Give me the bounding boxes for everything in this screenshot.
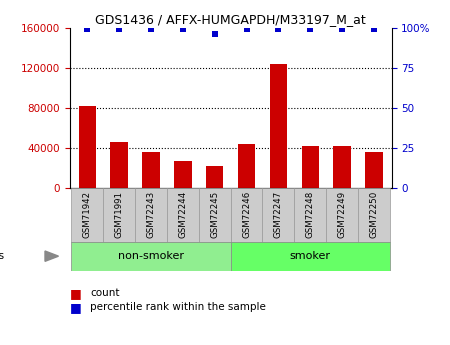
Text: GSM72246: GSM72246	[242, 191, 251, 238]
Bar	[270, 64, 287, 188]
Text: GSM71942: GSM71942	[83, 191, 92, 238]
Point	[306, 27, 314, 32]
Text: GSM72244: GSM72244	[178, 191, 187, 238]
Bar	[142, 152, 160, 188]
Bar	[103, 188, 135, 241]
Bar	[326, 188, 358, 241]
Text: GSM71991: GSM71991	[115, 191, 124, 238]
Point	[275, 27, 282, 32]
Bar	[110, 142, 128, 188]
Bar	[262, 188, 294, 241]
Bar	[302, 146, 319, 188]
Text: GSM72247: GSM72247	[274, 191, 283, 238]
Bar	[174, 161, 192, 188]
Text: ■: ■	[70, 287, 81, 300]
Text: percentile rank within the sample: percentile rank within the sample	[90, 302, 266, 312]
Point	[116, 27, 123, 32]
Text: GSM72249: GSM72249	[338, 191, 346, 238]
Polygon shape	[45, 251, 58, 262]
Bar	[206, 166, 224, 188]
Title: GDS1436 / AFFX-HUMGAPDH/M33197_M_at: GDS1436 / AFFX-HUMGAPDH/M33197_M_at	[95, 13, 366, 27]
Point	[179, 27, 186, 32]
Bar	[365, 152, 383, 188]
Bar	[230, 241, 390, 271]
Bar	[72, 241, 230, 271]
Bar	[135, 188, 167, 241]
Bar	[238, 144, 255, 188]
Text: stress: stress	[0, 251, 4, 261]
Bar	[230, 188, 262, 241]
Point	[148, 27, 155, 32]
Bar	[78, 106, 96, 188]
Bar	[358, 188, 390, 241]
Text: smoker: smoker	[290, 251, 331, 261]
Bar	[294, 188, 326, 241]
Point	[243, 27, 250, 32]
Text: ■: ■	[70, 300, 81, 314]
Point	[370, 27, 378, 32]
Point	[211, 31, 218, 37]
Point	[338, 27, 346, 32]
Text: GSM72245: GSM72245	[210, 191, 219, 238]
Bar	[333, 146, 351, 188]
Bar	[72, 188, 103, 241]
Bar	[199, 188, 230, 241]
Text: count: count	[90, 288, 120, 298]
Bar	[167, 188, 199, 241]
Text: GSM72243: GSM72243	[147, 191, 156, 238]
Text: GSM72248: GSM72248	[306, 191, 315, 238]
Text: non-smoker: non-smoker	[118, 251, 184, 261]
Text: GSM72250: GSM72250	[369, 191, 378, 238]
Point	[84, 27, 91, 32]
